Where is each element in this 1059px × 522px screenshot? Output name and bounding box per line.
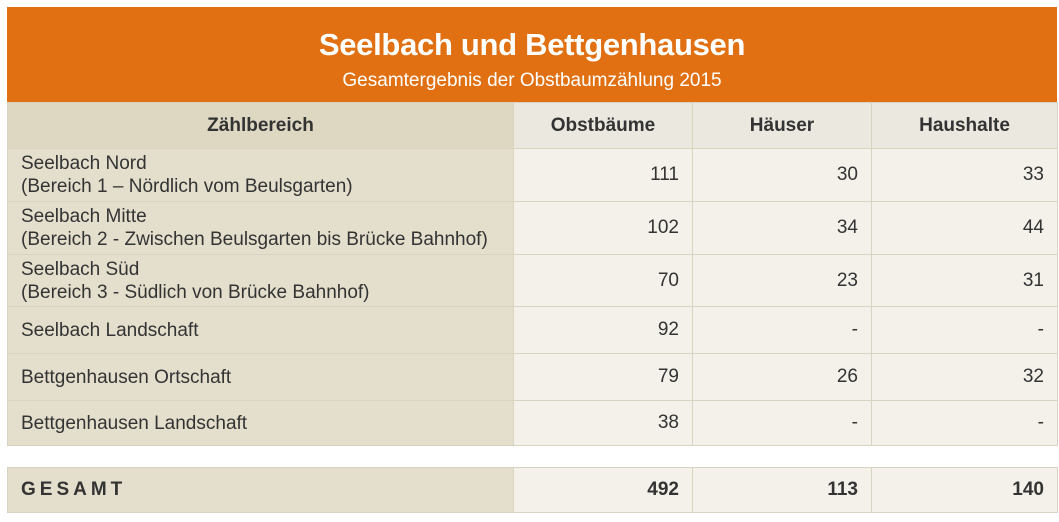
area-cell: Seelbach Mitte (Bereich 2 - Zwischen Beu… — [7, 201, 514, 255]
houses-cell: 30 — [692, 148, 872, 202]
houses-cell: 34 — [692, 201, 872, 255]
results-table: Zählbereich Obstbäume Häuser Haushalte S… — [7, 102, 1058, 446]
households-cell: - — [871, 400, 1058, 446]
total-households: 140 — [871, 467, 1058, 513]
table-row: Seelbach Nord (Bereich 1 – Nördlich vom … — [7, 148, 1058, 202]
page-subtitle: Gesamtergebnis der Obstbaumzählung 2015 — [342, 70, 722, 91]
column-header-area: Zählbereich — [7, 102, 514, 149]
total-label: GESAMT — [7, 467, 514, 513]
households-cell: 33 — [871, 148, 1058, 202]
area-name: Seelbach Süd — [21, 258, 140, 280]
column-header-houses: Häuser — [692, 102, 872, 149]
trees-cell: 38 — [513, 400, 693, 446]
area-detail: (Bereich 3 - Südlich von Brücke Bahnhof) — [21, 281, 370, 303]
table-row: Seelbach Landschaft 92 - - — [7, 306, 1058, 354]
trees-cell: 79 — [513, 353, 693, 401]
table-row: Bettgenhausen Ortschaft 79 26 32 — [7, 353, 1058, 401]
area-cell: Seelbach Süd (Bereich 3 - Südlich von Br… — [7, 254, 514, 307]
area-detail: (Bereich 2 - Zwischen Beulsgarten bis Br… — [21, 229, 488, 250]
area-name: Bettgenhausen Ortschaft — [7, 353, 514, 401]
houses-cell: - — [692, 400, 872, 446]
trees-cell: 92 — [513, 306, 693, 354]
total-houses: 113 — [692, 467, 872, 513]
trees-cell: 111 — [513, 148, 693, 202]
area-cell: Seelbach Nord (Bereich 1 – Nördlich vom … — [7, 148, 514, 202]
column-header-row: Zählbereich Obstbäume Häuser Haushalte — [7, 102, 1058, 149]
table-row: Seelbach Süd (Bereich 3 - Südlich von Br… — [7, 254, 1058, 307]
houses-cell: 23 — [692, 254, 872, 307]
households-cell: 31 — [871, 254, 1058, 307]
column-header-households: Haushalte — [871, 102, 1058, 149]
houses-cell: 26 — [692, 353, 872, 401]
area-name: Seelbach Nord — [21, 153, 147, 174]
total-row: GESAMT 492 113 140 — [7, 467, 1058, 513]
houses-cell: - — [692, 306, 872, 354]
area-name: Bettgenhausen Landschaft — [7, 400, 514, 446]
households-cell: - — [871, 306, 1058, 354]
households-cell: 32 — [871, 353, 1058, 401]
trees-cell: 102 — [513, 201, 693, 255]
area-name: Seelbach Landschaft — [7, 306, 514, 354]
table-header-banner: Seelbach und Bettgenhausen Gesamtergebni… — [7, 7, 1057, 102]
area-detail: (Bereich 1 – Nördlich vom Beulsgarten) — [21, 176, 353, 197]
page-title: Seelbach und Bettgenhausen — [318, 27, 746, 62]
households-cell: 44 — [871, 201, 1058, 255]
table-row: Seelbach Mitte (Bereich 2 - Zwischen Beu… — [7, 201, 1058, 255]
column-header-trees: Obstbäume — [513, 102, 693, 149]
trees-cell: 70 — [513, 254, 693, 307]
area-name: Seelbach Mitte — [21, 206, 147, 227]
total-trees: 492 — [513, 467, 693, 513]
table-row: Bettgenhausen Landschaft 38 - - — [7, 400, 1058, 446]
total-table: GESAMT 492 113 140 — [7, 467, 1058, 513]
